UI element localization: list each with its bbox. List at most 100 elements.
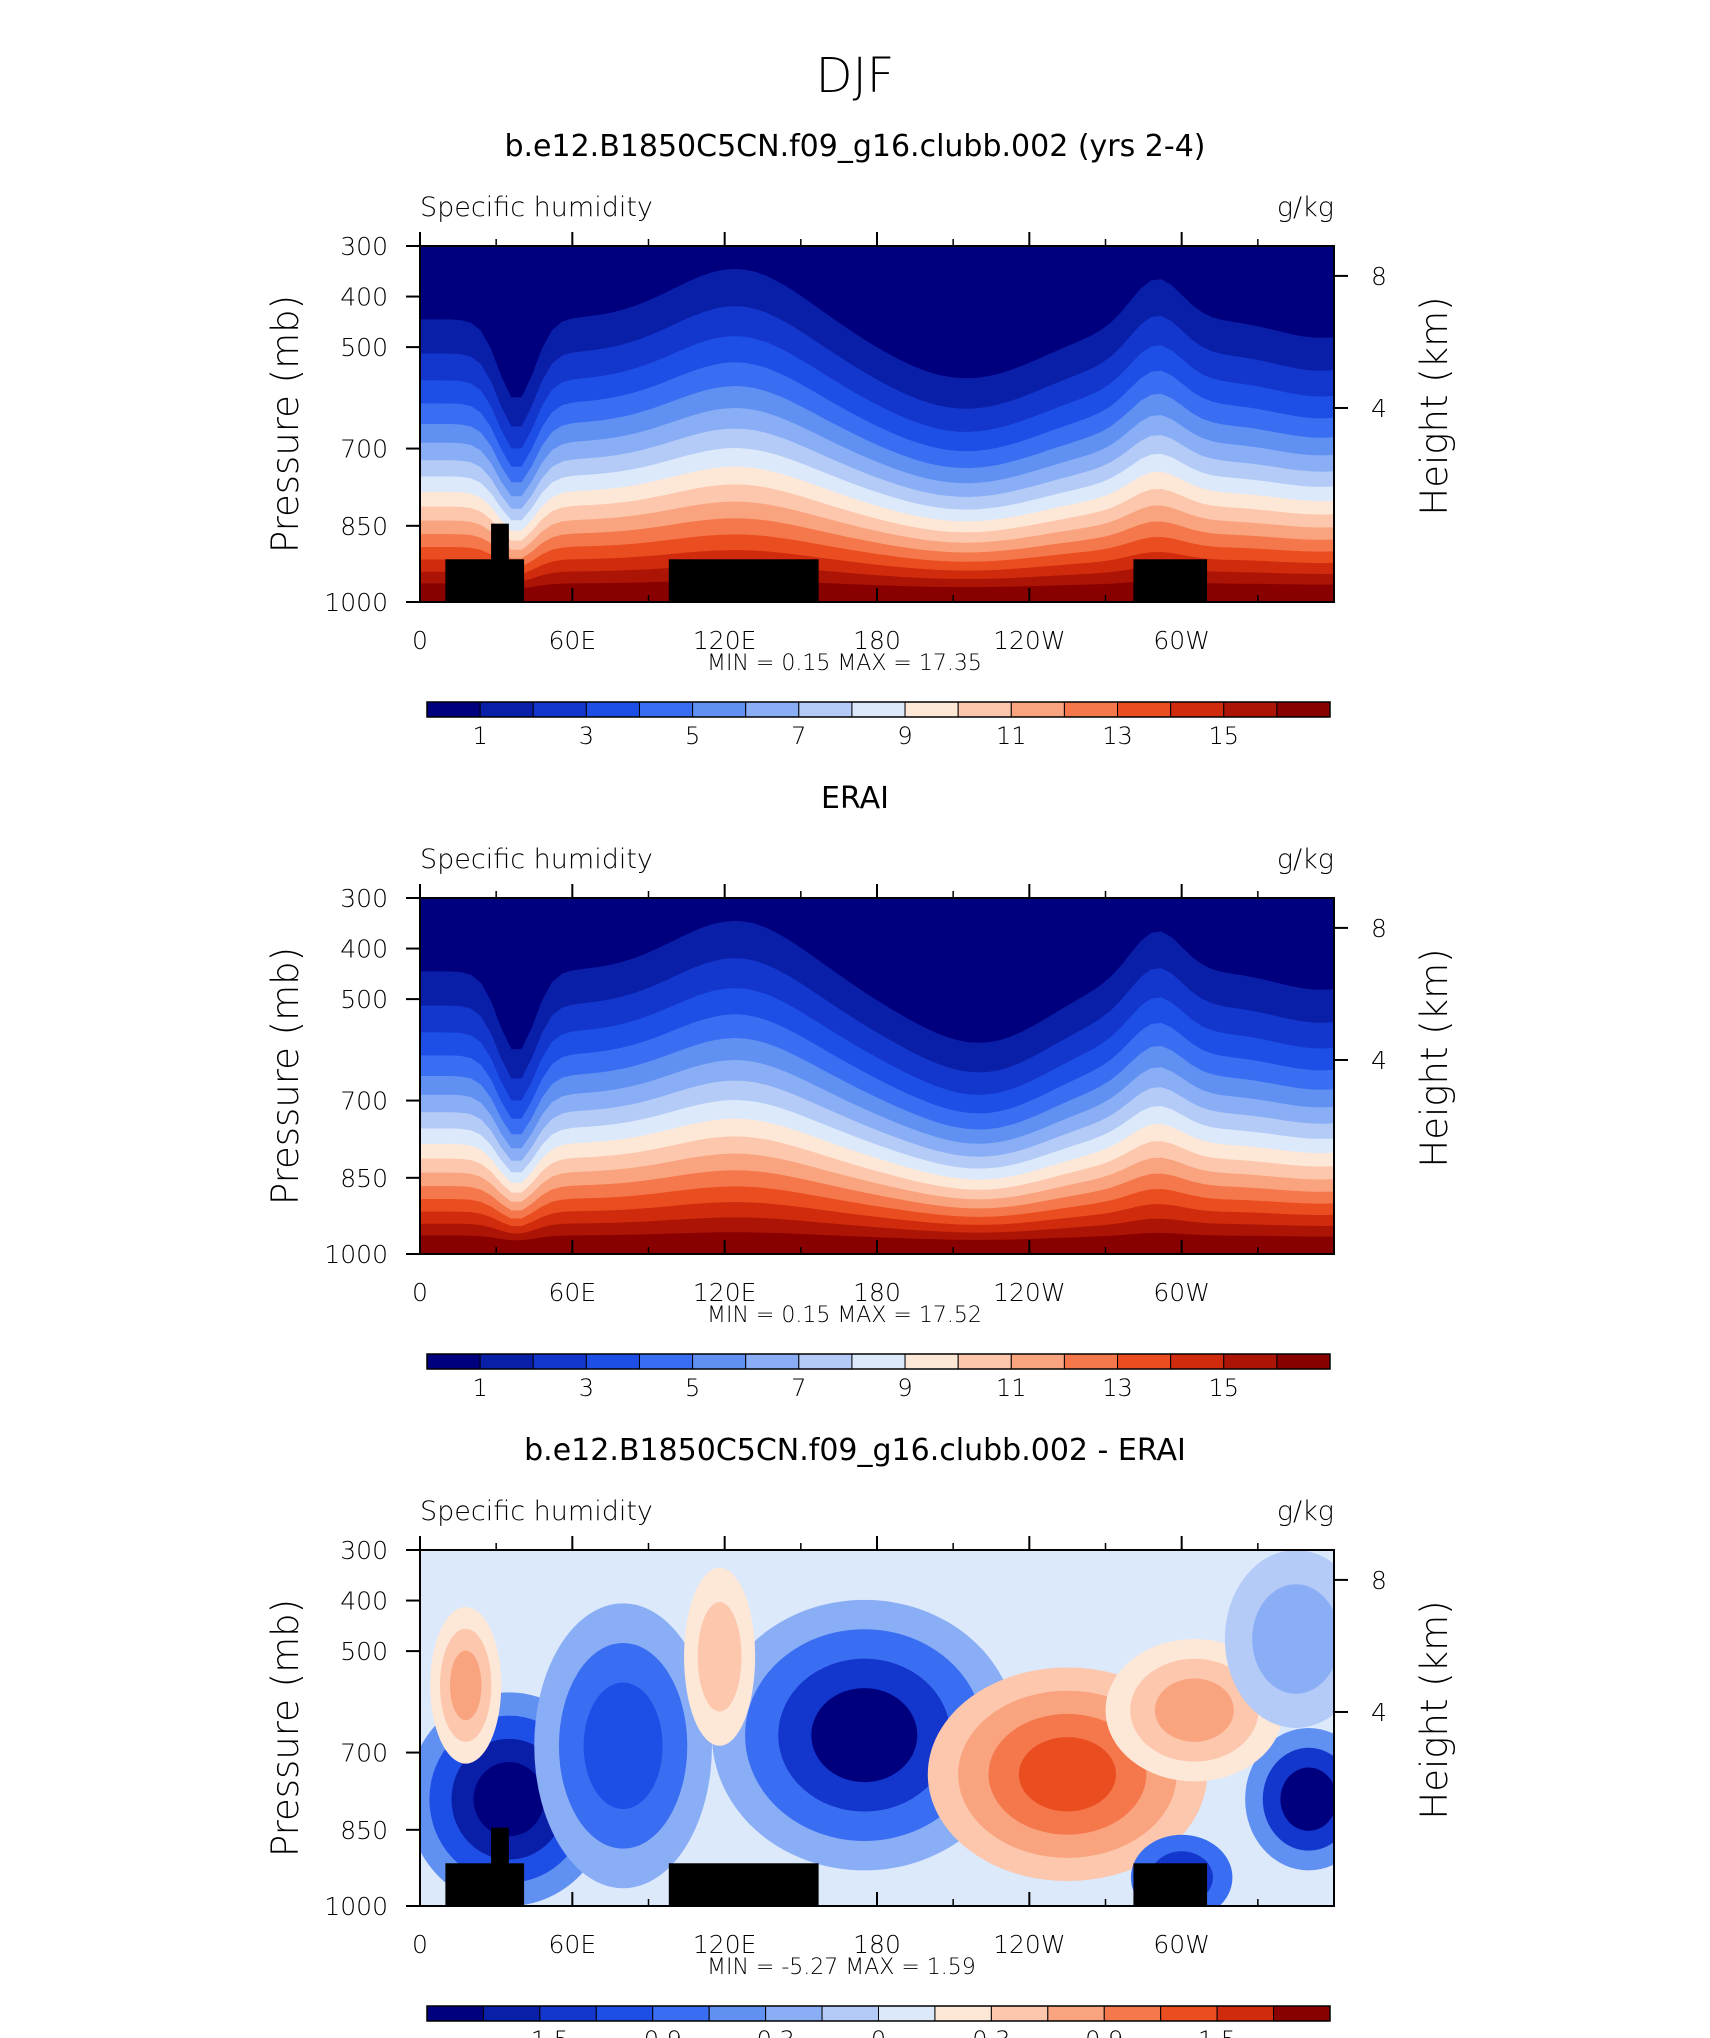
y-tick-label: 500 [340, 333, 388, 362]
colorbar-label: 11 [996, 722, 1027, 750]
x-tick-label: 0 [412, 626, 428, 655]
colorbar-box [798, 1353, 853, 1370]
colorbar-label: 9 [897, 1374, 912, 1402]
colorbar-label: −0.9 [624, 2026, 682, 2038]
colorbar-box [1117, 1353, 1172, 1370]
contour-band [473, 1762, 545, 1837]
y-right-axis-label: Height (km) [1413, 948, 1456, 1167]
x-tick-label: 120W [993, 626, 1065, 655]
contour-field [420, 1550, 1334, 1906]
y-right-tick-label: 4 [1371, 394, 1387, 423]
y-right-axis-label: Height (km) [1413, 1600, 1456, 1819]
colorbar-box [1010, 701, 1065, 718]
colorbar-frame [426, 701, 1331, 718]
y-right-tick-label: 8 [1371, 914, 1387, 943]
y-right-axis-label: Height (km) [1413, 296, 1456, 515]
colorbar-box [708, 2005, 767, 2022]
colorbar-box [482, 2005, 541, 2022]
right-string: g/kg [1277, 844, 1334, 875]
panel-title: b.e12.B1850C5CN.f09_g16.clubb.002 - ERAI [524, 1433, 1186, 1468]
topography-mask [491, 1827, 509, 1906]
y-right-tick-label: 8 [1371, 1566, 1387, 1595]
y-axis-label: Pressure (mb) [264, 1599, 307, 1857]
colorbar-label: 7 [791, 722, 806, 750]
season-title: DJF [816, 48, 895, 104]
y-tick-label: 300 [340, 1536, 388, 1565]
colorbar-box [479, 701, 534, 718]
contour-field [420, 246, 1334, 602]
colorbar-box [692, 701, 747, 718]
colorbar-box [585, 1353, 640, 1370]
colorbar-label: 11 [996, 1374, 1027, 1402]
x-tick-label: 180 [853, 1930, 901, 1959]
colorbar-label: 5 [685, 1374, 700, 1402]
x-tick-label: 60E [549, 1930, 597, 1959]
contour-band [1280, 1767, 1334, 1831]
colorbar-box [638, 1353, 694, 1370]
chart-panel: b.e12.B1850C5CN.f09_g16.clubb.002 (yrs 2… [264, 129, 1456, 750]
y-tick-label: 300 [340, 884, 388, 913]
left-string: Specific humidity [420, 1496, 653, 1527]
colorbar-label: 3 [579, 1374, 594, 1402]
colorbar-box [821, 2005, 879, 2022]
y-axis-label: Pressure (mb) [264, 947, 307, 1205]
x-tick-label: 120W [993, 1930, 1065, 1959]
colorbar-label: 5 [685, 722, 700, 750]
colorbar-label: 7 [791, 1374, 806, 1402]
colorbar-box [934, 2005, 992, 2022]
contour-band [1252, 1584, 1334, 1694]
colorbar-box [595, 2005, 654, 2022]
colorbar-box [1170, 701, 1225, 718]
colorbar-box [957, 701, 1012, 718]
x-tick-label: 0 [412, 1278, 428, 1307]
colorbar-box [798, 701, 853, 718]
y-axis-label: Pressure (mb) [264, 295, 307, 553]
y-tick-label: 700 [340, 1087, 388, 1116]
y-tick-label: 1000 [324, 588, 388, 617]
topography-mask [491, 523, 509, 602]
colorbar-label: 0 [871, 2026, 886, 2038]
x-tick-label: 60W [1153, 1930, 1210, 1959]
contour-band [697, 1602, 742, 1712]
y-tick-label: 700 [340, 1739, 388, 1768]
panels: b.e12.B1850C5CN.f09_g16.clubb.002 (yrs 2… [264, 129, 1456, 2038]
y-right-tick-label: 4 [1371, 1046, 1387, 1075]
x-tick-label: 60E [549, 1278, 597, 1307]
colorbar-box [878, 2005, 936, 2022]
colorbar-box [1170, 1353, 1225, 1370]
x-tick-label: 120E [693, 1930, 757, 1959]
y-tick-label: 500 [340, 985, 388, 1014]
colorbar-box [539, 2005, 597, 2022]
colorbar-box [585, 701, 640, 718]
colorbar-box [851, 1353, 906, 1370]
colorbar-box [1216, 2005, 1275, 2022]
left-string: Specific humidity [420, 192, 653, 223]
x-tick-label: 60W [1153, 626, 1210, 655]
colorbar-box [765, 2005, 823, 2022]
x-tick-label: 180 [853, 1278, 901, 1307]
colorbar-box [652, 2005, 710, 2022]
y-tick-label: 850 [340, 1816, 388, 1845]
colorbar-box [692, 1353, 747, 1370]
y-right-tick-label: 4 [1371, 1698, 1387, 1727]
x-tick-label: 60W [1153, 1278, 1210, 1307]
colorbar-box [1063, 1353, 1119, 1370]
colorbar-box [1276, 1353, 1331, 1370]
colorbar-box [1063, 701, 1119, 718]
colorbar-frame [426, 1353, 1331, 1370]
colorbar-label: 0.3 [972, 2026, 1010, 2038]
colorbar-frame [426, 2005, 1331, 2022]
contour-field [420, 898, 1334, 1254]
x-tick-label: 60E [549, 626, 597, 655]
colorbar-label: −0.3 [736, 2026, 794, 2038]
colorbar-box [1117, 701, 1172, 718]
colorbar-box [426, 701, 481, 718]
topography-mask [445, 559, 525, 602]
colorbar-box [745, 1353, 800, 1370]
topography-mask [1133, 1863, 1208, 1906]
topography-mask [668, 1863, 819, 1906]
y-tick-label: 500 [340, 1637, 388, 1666]
topography-mask [445, 1863, 525, 1906]
colorbar-label: −1.5 [511, 2026, 569, 2038]
